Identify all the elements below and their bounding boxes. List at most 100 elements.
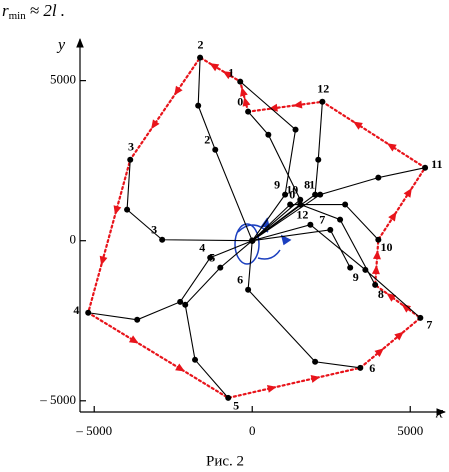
boundary-arrow bbox=[374, 348, 384, 357]
chain-line bbox=[239, 81, 297, 242]
end-label: 4 bbox=[73, 303, 79, 317]
chain-point bbox=[249, 237, 256, 244]
chain-point bbox=[217, 264, 224, 271]
chain-point bbox=[337, 216, 344, 223]
end-label: 1 bbox=[228, 65, 234, 79]
annotation-sub: min bbox=[9, 10, 27, 22]
boundary-arrow bbox=[310, 375, 321, 383]
x-axis-label: x bbox=[435, 405, 443, 422]
start-label: 12 bbox=[296, 207, 308, 221]
boundary-arrow bbox=[128, 335, 139, 344]
boundary-arrow bbox=[394, 331, 404, 341]
boundary-arrow bbox=[386, 143, 397, 152]
start-label: 6 bbox=[237, 272, 243, 286]
chain-point bbox=[127, 156, 134, 163]
chain-line bbox=[197, 57, 253, 241]
chain-point bbox=[212, 146, 219, 153]
swirl-arc bbox=[257, 249, 281, 260]
end-label: 8 bbox=[378, 287, 384, 301]
annotation: rmin ≈ 2l . bbox=[2, 1, 65, 22]
chain-point bbox=[315, 156, 322, 163]
chain-line bbox=[252, 229, 351, 268]
annotation-rest: ≈ 2l . bbox=[30, 1, 65, 20]
chain-point bbox=[245, 286, 252, 293]
chain-point bbox=[225, 394, 232, 401]
chain-point bbox=[297, 196, 304, 203]
chain-point bbox=[182, 301, 189, 308]
end-label: 0 bbox=[237, 94, 243, 108]
boundary-arrow bbox=[209, 63, 220, 72]
boundary-arrow bbox=[242, 96, 251, 107]
boundary-arrow bbox=[353, 121, 363, 130]
start-label: 1 bbox=[309, 177, 315, 191]
y-tick-label: 5000 bbox=[50, 72, 76, 87]
chain-line bbox=[252, 224, 421, 319]
chain-point bbox=[327, 226, 334, 233]
boundary-arrow bbox=[113, 205, 122, 216]
chain-point bbox=[177, 298, 184, 305]
boundary-arrow bbox=[174, 85, 183, 96]
end-label: 2 bbox=[198, 37, 204, 51]
chain-point bbox=[292, 126, 299, 133]
chain-point bbox=[134, 316, 141, 323]
chain-point bbox=[342, 201, 349, 208]
end-label: 11 bbox=[431, 157, 442, 171]
start-label: 2 bbox=[204, 133, 210, 147]
boundary-arrow bbox=[388, 211, 397, 222]
boundary-arrow bbox=[99, 255, 108, 266]
boundary-arrow bbox=[292, 100, 303, 109]
chain-point bbox=[282, 191, 289, 198]
start-label: 7 bbox=[319, 213, 325, 227]
chain-point bbox=[417, 314, 424, 321]
chain-point bbox=[207, 254, 214, 261]
chain-point bbox=[362, 266, 369, 273]
end-label: 9 bbox=[353, 270, 359, 284]
chain-line bbox=[88, 240, 253, 321]
chain-point bbox=[197, 54, 204, 61]
chain-point bbox=[237, 78, 244, 85]
boundary-arrow bbox=[151, 119, 160, 130]
chain-point bbox=[372, 281, 379, 288]
chain-line bbox=[126, 159, 253, 242]
chain-point bbox=[85, 309, 92, 316]
x-tick-label: – 5000 bbox=[75, 423, 112, 438]
chain-point bbox=[297, 201, 304, 208]
start-label: 10 bbox=[286, 182, 298, 196]
boundary-arrow bbox=[222, 71, 233, 80]
x-tick-label: 5000 bbox=[397, 423, 423, 438]
x-tick-label: 0 bbox=[249, 423, 256, 438]
chain-line bbox=[251, 167, 426, 242]
chain-point bbox=[317, 191, 324, 198]
end-label: 12 bbox=[317, 82, 329, 96]
end-label: 3 bbox=[128, 139, 134, 153]
chain-line bbox=[247, 111, 301, 242]
chain-point bbox=[287, 201, 294, 208]
chain-line bbox=[251, 203, 379, 242]
boundary-arrow bbox=[371, 265, 380, 275]
chain-line bbox=[247, 240, 361, 369]
chain-point bbox=[422, 164, 429, 171]
chain-point bbox=[319, 98, 326, 105]
chain-point bbox=[124, 206, 131, 213]
caption: Рис. 2 bbox=[206, 453, 244, 469]
swirl-loop bbox=[234, 223, 260, 265]
chain-line bbox=[184, 240, 253, 399]
chain-point bbox=[192, 356, 199, 363]
chain-point bbox=[245, 108, 252, 115]
start-label: 8 bbox=[304, 177, 310, 191]
boundary-arrow bbox=[175, 363, 185, 372]
chain-point bbox=[159, 236, 166, 243]
boundary-arrow bbox=[240, 86, 248, 97]
y-axis-label: y bbox=[56, 37, 66, 54]
chain-point bbox=[375, 174, 382, 181]
swirl-arrow bbox=[280, 234, 292, 246]
chain-point bbox=[265, 131, 272, 138]
chain-point bbox=[347, 264, 354, 271]
chain-point bbox=[375, 236, 382, 243]
boundary-curve bbox=[86, 56, 427, 400]
y-tick-label: 0 bbox=[70, 232, 77, 247]
start-label: 9 bbox=[274, 177, 280, 191]
boundary-arrow bbox=[267, 384, 277, 393]
